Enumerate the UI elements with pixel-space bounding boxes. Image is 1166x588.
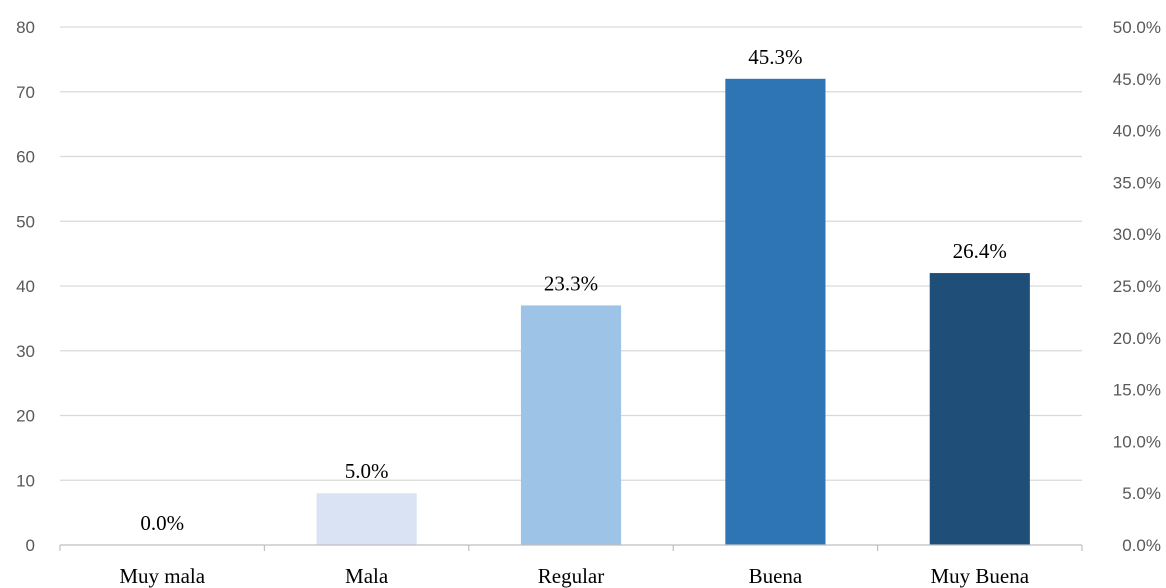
data-label: 45.3% xyxy=(748,45,802,69)
y2-tick-label: 25.0% xyxy=(1113,277,1161,296)
data-label: 26.4% xyxy=(953,239,1007,263)
data-labels: 0.0% 5.0% 23.3% 45.3% 26.4% xyxy=(140,45,1007,535)
y2-tick-label: 30.0% xyxy=(1113,225,1161,244)
bar-regular xyxy=(520,305,622,545)
y2-tick-label: 0.0% xyxy=(1122,536,1161,555)
x-category-label: Regular xyxy=(538,564,604,588)
y-tick-label: 70 xyxy=(16,83,35,102)
bar-buena xyxy=(725,78,826,546)
y-tick-label: 20 xyxy=(16,407,35,426)
x-category-label: Mala xyxy=(345,564,389,588)
y-tick-label: 0 xyxy=(26,536,35,555)
bars xyxy=(316,78,1030,546)
y-tick-label: 80 xyxy=(16,18,35,37)
data-label: 23.3% xyxy=(544,271,598,295)
x-category-label: Muy Buena xyxy=(931,564,1030,588)
bar-mala xyxy=(316,493,417,545)
y2-tick-label: 45.0% xyxy=(1113,70,1161,89)
y2-tick-label: 50.0% xyxy=(1113,18,1161,37)
x-category-label: Muy mala xyxy=(119,564,205,588)
y2-tick-label: 10.0% xyxy=(1113,432,1161,451)
y2-tick-label: 15.0% xyxy=(1113,381,1161,400)
y2-tick-label: 5.0% xyxy=(1122,484,1161,503)
data-label: 0.0% xyxy=(140,511,184,535)
y-tick-label: 40 xyxy=(16,277,35,296)
y2-tick-label: 35.0% xyxy=(1113,173,1161,192)
x-axis: Muy mala Mala Regular Buena Muy Buena xyxy=(59,544,1083,588)
data-label: 5.0% xyxy=(345,459,389,483)
y-tick-label: 10 xyxy=(16,471,35,490)
bar-muy-buena xyxy=(929,273,1030,545)
y-tick-label: 50 xyxy=(16,212,35,231)
y-tick-label: 60 xyxy=(16,148,35,167)
y-tick-label: 30 xyxy=(16,342,35,361)
y-axis-right: 0.0% 5.0% 10.0% 15.0% 20.0% 25.0% 30.0% 35.0% 40… xyxy=(1113,18,1161,555)
y-axis-left: 0 10 20 30 40 50 60 70 80 xyxy=(16,18,35,555)
y2-tick-label: 20.0% xyxy=(1113,329,1161,348)
x-category-label: Buena xyxy=(749,564,803,588)
y2-tick-label: 40.0% xyxy=(1113,122,1161,141)
